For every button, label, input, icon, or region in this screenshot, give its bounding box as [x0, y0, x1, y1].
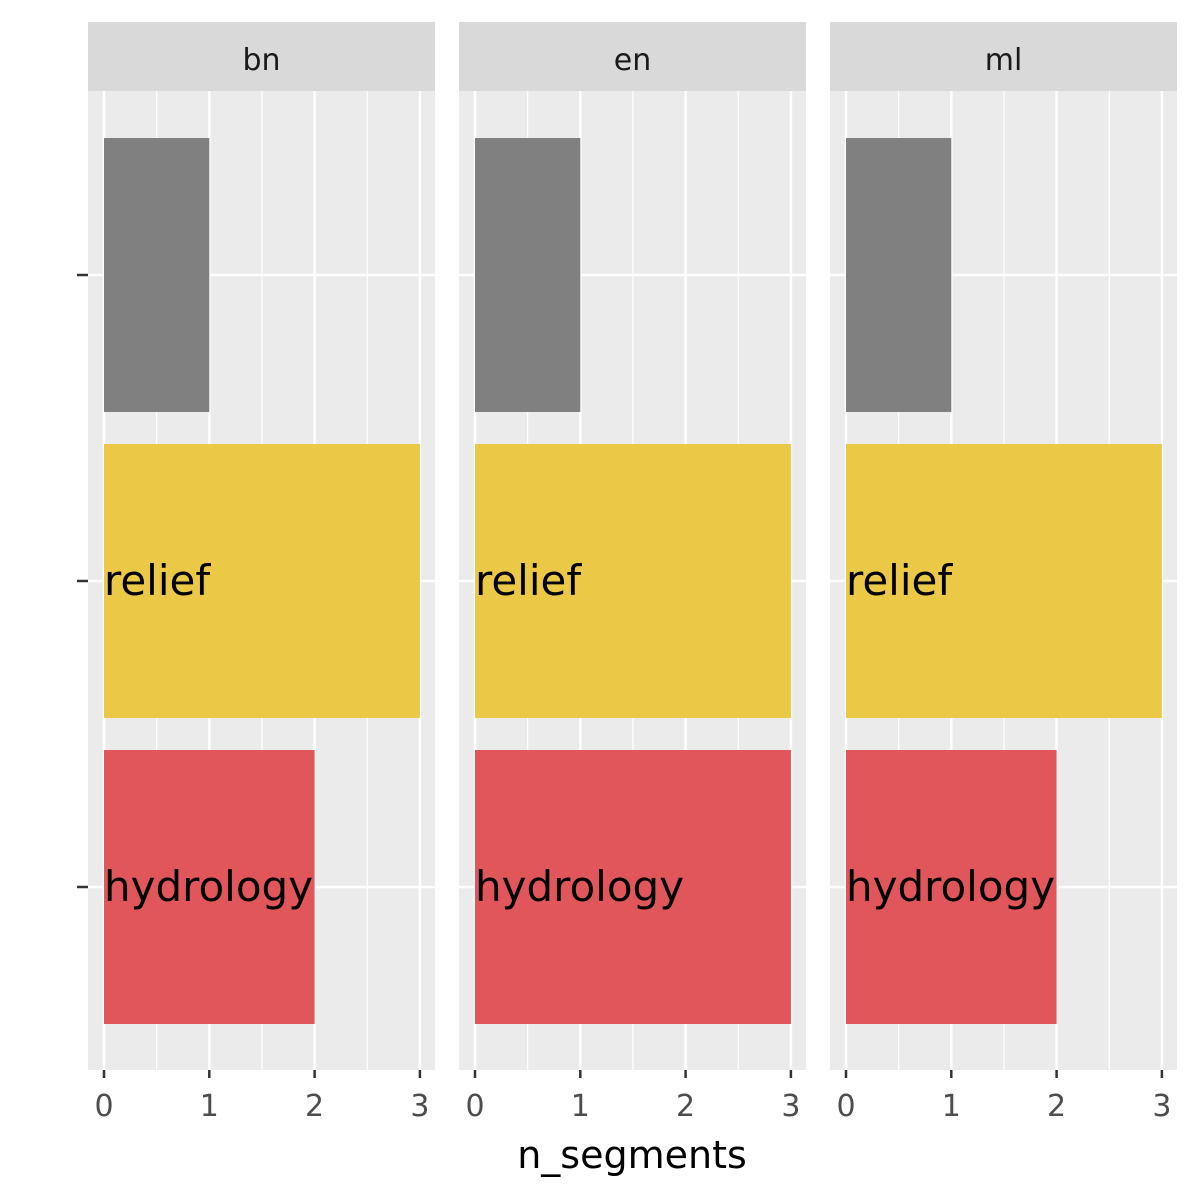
bar-unlabeled: [846, 138, 952, 412]
facet-strip-label: bn: [242, 43, 280, 78]
x-tick-label: 2: [676, 1089, 695, 1124]
facet-strip-label: en: [614, 43, 651, 78]
bar-label: hydrology: [846, 862, 1055, 911]
bar-relief: [104, 444, 420, 718]
bar-hydrology: [846, 750, 1057, 1024]
x-tick-label: 2: [305, 1089, 324, 1124]
x-tick-label: 0: [836, 1089, 855, 1124]
facet-panel-en: en relief hydrology 0 1 2 3: [459, 22, 806, 1124]
bar-hydrology: [475, 750, 791, 1024]
bar-label: hydrology: [475, 862, 684, 911]
x-tick-label: 1: [200, 1089, 219, 1124]
bar-label: relief: [475, 556, 582, 605]
bar-label: relief: [104, 556, 211, 605]
x-tick-label: 3: [410, 1089, 429, 1124]
bar-unlabeled: [475, 138, 581, 412]
facet-strip: [830, 22, 1177, 91]
bar-label: hydrology: [104, 862, 313, 911]
x-tick-label: 3: [1152, 1089, 1171, 1124]
facet-strip-label: ml: [985, 43, 1023, 78]
bar-relief: [475, 444, 791, 718]
facets-group: bn relief hydrology 0 1 2 3 en relief hydrology 0 1…: [77, 22, 1177, 1124]
x-tick-label: 1: [571, 1089, 590, 1124]
x-tick-label: 0: [465, 1089, 484, 1124]
bar-unlabeled: [104, 138, 210, 412]
facet-strip: [88, 22, 435, 91]
bar-hydrology: [104, 750, 315, 1024]
x-tick-label: 0: [94, 1089, 113, 1124]
facet-panel-ml: ml relief hydrology 0 1 2 3: [830, 22, 1177, 1124]
facet-panel-bn: bn relief hydrology 0 1 2 3: [88, 22, 435, 1124]
bar-relief: [846, 444, 1162, 718]
x-tick-label: 1: [942, 1089, 961, 1124]
x-axis-title: n_segments: [517, 1133, 747, 1177]
bar-label: relief: [846, 556, 953, 605]
x-tick-label: 3: [781, 1089, 800, 1124]
x-tick-label: 2: [1047, 1089, 1066, 1124]
facet-strip: [459, 22, 806, 91]
